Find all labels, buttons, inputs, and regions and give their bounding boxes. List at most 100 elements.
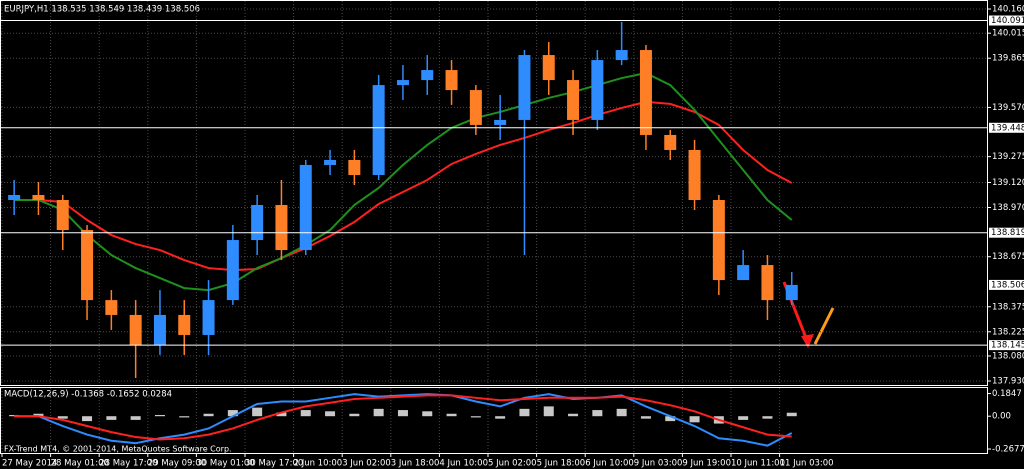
x-tick-label: 28 May 17:00	[99, 459, 157, 469]
candle-body	[105, 300, 118, 315]
x-tick-label: 6 Jun 10:00	[585, 459, 634, 469]
line-series	[14, 72, 793, 292]
histogram-bar	[106, 416, 117, 420]
histogram-bar	[616, 408, 627, 417]
candle-body	[226, 240, 239, 301]
candle-body	[56, 200, 69, 231]
level-tag	[989, 279, 1024, 290]
candle-body	[348, 159, 361, 175]
candle-body	[639, 50, 652, 135]
level-tag	[989, 122, 1024, 133]
histogram-bar	[82, 416, 93, 422]
y-tick-label: 0.00	[992, 412, 1011, 422]
candle-body	[737, 265, 750, 281]
candle-body	[469, 90, 482, 125]
histogram-bar	[422, 411, 433, 417]
candle-body	[275, 205, 288, 251]
histogram-bar	[665, 416, 676, 422]
histogram-bar	[203, 413, 214, 417]
candle-body	[81, 230, 94, 301]
histogram-bar	[495, 416, 506, 419]
candle-body	[664, 134, 677, 150]
candle-body	[688, 149, 701, 201]
candle-body	[251, 205, 264, 241]
x-tick-label: 30 May 17:00	[245, 459, 303, 469]
candle-body	[567, 80, 580, 120]
histogram-bar	[349, 413, 360, 417]
level-label: 139.448	[991, 123, 1024, 133]
histogram-bar	[227, 410, 238, 417]
candle-body	[615, 50, 628, 61]
candle-body	[445, 70, 458, 91]
histogram-bar	[300, 410, 311, 417]
x-tick-label: 28 May 01:00	[51, 459, 109, 469]
y-tick-label: 137.930	[992, 376, 1024, 386]
histogram-bar	[568, 413, 579, 417]
line-series	[14, 393, 793, 447]
histogram-bar	[786, 412, 797, 417]
histogram-bar	[689, 416, 700, 423]
x-tick-label: 2 Jun 10:00	[294, 459, 343, 469]
histogram-bar	[470, 416, 481, 418]
y-tick-label: 138.675	[992, 252, 1024, 262]
x-tick-label: 9 Jun 03:00	[634, 459, 683, 469]
candle-body	[396, 80, 409, 86]
candle-body	[299, 164, 312, 251]
candle-body	[542, 55, 555, 81]
y-tick-label: -0.2677	[992, 445, 1024, 455]
histogram-bar	[252, 407, 263, 417]
histogram-bar	[762, 416, 773, 419]
candle-body	[153, 314, 166, 345]
histogram-bar	[738, 416, 749, 420]
candle-body	[202, 300, 215, 335]
histogram-bar	[130, 416, 141, 420]
chart-title: EURJPY,H1 138.535 138.549 138.439 138.50…	[4, 5, 200, 15]
x-tick-label: 3 Jun 02:00	[342, 459, 391, 469]
y-tick-label: 140.160	[992, 5, 1024, 15]
x-tick-label: 30 May 01:00	[196, 459, 254, 469]
x-tick-label: 5 Jun 02:00	[488, 459, 537, 469]
macd-title: MACD(12,26,9) -0.1368 -0.1652 0.0284	[4, 390, 172, 400]
histogram-bar	[519, 408, 530, 417]
macd-frame	[0, 387, 988, 454]
candle-body	[761, 265, 774, 301]
level-label: 140.091	[991, 16, 1024, 26]
credit: FX-Trend MT4, © 2001-2014, MetaQuotes So…	[4, 445, 232, 454]
histogram-bar	[543, 406, 554, 417]
level-label: 138.819	[991, 228, 1024, 238]
histogram-bar	[179, 416, 190, 418]
y-tick-label: 139.865	[992, 54, 1024, 64]
x-tick-label: 4 Jun 10:00	[439, 459, 488, 469]
x-tick-label: 11 Jun 03:00	[780, 459, 834, 469]
x-tick-label: 9 Jun 19:00	[682, 459, 731, 469]
histogram-bar	[592, 410, 603, 417]
level-tag	[989, 227, 1024, 238]
x-tick-label: 29 May 09:00	[148, 459, 206, 469]
candle-body	[785, 284, 798, 301]
candle-body	[324, 159, 337, 165]
candle-body	[32, 195, 45, 201]
y-tick-label: 139.120	[992, 178, 1024, 188]
candle-body	[8, 195, 21, 201]
x-tick-label: 3 Jun 18:00	[391, 459, 440, 469]
level-tag	[989, 340, 1024, 351]
line-series	[14, 100, 793, 272]
histogram-bar	[397, 410, 408, 417]
y-tick-label: 139.275	[992, 152, 1024, 162]
forecast-up	[813, 307, 835, 345]
histogram-bar	[640, 416, 651, 419]
candle-body	[712, 200, 725, 281]
candle-body	[591, 60, 604, 120]
main-frame	[0, 0, 988, 386]
candle-body	[494, 119, 507, 125]
x-tick-label: 10 Jun 11:00	[731, 459, 785, 469]
level-tag	[989, 15, 1024, 26]
y-tick-label: 0.1847	[992, 389, 1022, 399]
y-tick-label: 138.080	[992, 351, 1024, 361]
candle-body	[129, 314, 142, 345]
x-tick-label: 27 May 2014	[2, 459, 57, 469]
y-tick-label: 138.970	[992, 203, 1024, 213]
y-tick-label: 138.375	[992, 302, 1024, 312]
y-tick-label: 138.225	[992, 327, 1024, 337]
